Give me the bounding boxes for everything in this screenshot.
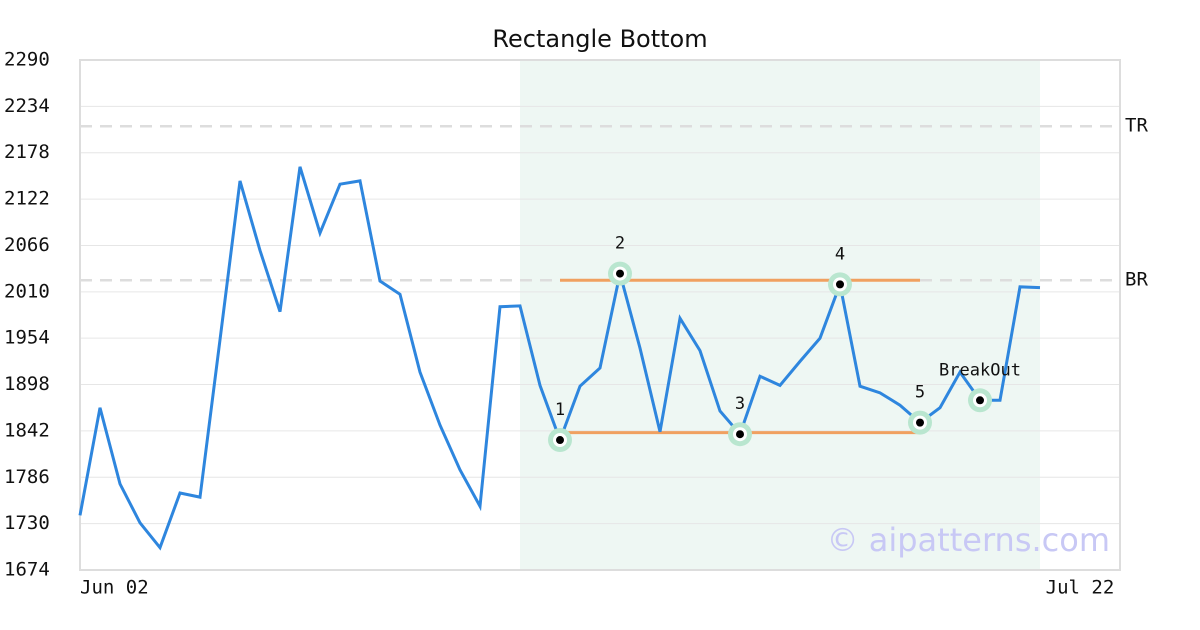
y-tick-label: 2234 xyxy=(4,95,50,117)
point-label: 4 xyxy=(835,244,845,264)
point-label: 1 xyxy=(555,400,565,420)
point-label: 3 xyxy=(735,394,745,414)
y-tick-label: 1954 xyxy=(4,327,50,349)
level-label-bg xyxy=(1122,268,1162,293)
y-tick-label: 2066 xyxy=(4,234,50,256)
y-tick-label: 2122 xyxy=(4,188,50,210)
y-tick-label: 1898 xyxy=(4,373,50,395)
y-tick-label: 2178 xyxy=(4,141,50,163)
point-dot xyxy=(616,269,624,278)
chart-title: Rectangle Bottom xyxy=(492,25,707,53)
highlight-region xyxy=(520,60,1040,570)
point-dot xyxy=(736,430,744,439)
y-tick-label: 1730 xyxy=(4,512,50,534)
point-dot xyxy=(556,436,564,445)
y-tick-label: 1786 xyxy=(4,466,50,488)
y-tick-label: 1674 xyxy=(4,559,50,581)
watermark: © aipatterns.com xyxy=(827,521,1110,559)
point-label: 2 xyxy=(615,234,625,254)
level-label: BR xyxy=(1125,269,1148,291)
y-tick-label: 2010 xyxy=(4,280,50,302)
y-tick-label: 1842 xyxy=(4,419,50,441)
x-tick-label: Jun 02 xyxy=(80,577,149,599)
plot-frame xyxy=(79,59,1121,571)
point-label: BreakOut xyxy=(939,360,1021,380)
point-dot xyxy=(916,418,924,427)
point-dot xyxy=(836,280,844,289)
x-tick-label: Jul 22 xyxy=(1046,577,1115,599)
point-dot xyxy=(976,396,984,405)
y-tick-label: 2290 xyxy=(4,49,50,71)
level-label-bg xyxy=(1122,114,1162,139)
point-label: 5 xyxy=(915,383,925,403)
level-label: TR xyxy=(1125,115,1148,137)
